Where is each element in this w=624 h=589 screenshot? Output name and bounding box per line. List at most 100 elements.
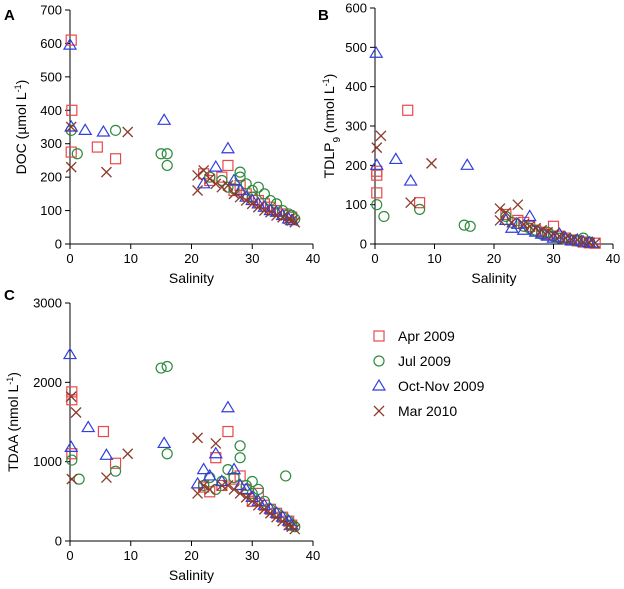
series-jul-2009 bbox=[66, 360, 301, 533]
panel-letter: A bbox=[4, 7, 15, 24]
x-tick-label: 40 bbox=[606, 251, 620, 266]
data-point bbox=[369, 46, 384, 58]
x-tick-label: 10 bbox=[124, 251, 138, 266]
data-point bbox=[258, 495, 270, 507]
data-point bbox=[233, 183, 248, 196]
panel-a: A0 10 20 30 400100200300400500600700Salinity… bbox=[4, 3, 320, 287]
data-point bbox=[192, 185, 204, 196]
data-point bbox=[71, 148, 83, 160]
legend-item: Oct-Nov 2009 bbox=[371, 378, 485, 394]
x-axis-label: Salinity bbox=[169, 270, 214, 286]
data-point bbox=[210, 178, 222, 190]
data-point bbox=[192, 170, 204, 181]
panel-letter: C bbox=[4, 287, 15, 304]
y-tick-label: 400 bbox=[345, 79, 367, 94]
x-tick-label: 30 bbox=[245, 548, 259, 563]
data-point bbox=[204, 171, 216, 183]
data-point bbox=[78, 123, 93, 135]
y-tick-label: 300 bbox=[40, 136, 62, 151]
data-point bbox=[240, 178, 252, 190]
y-tick-label: 2000 bbox=[33, 375, 62, 390]
data-point bbox=[222, 181, 234, 193]
data-point bbox=[196, 176, 211, 189]
data-point bbox=[403, 173, 418, 186]
data-point bbox=[286, 215, 298, 227]
data-point bbox=[512, 214, 524, 226]
data-point bbox=[234, 191, 246, 203]
data-point bbox=[220, 141, 236, 154]
data-point bbox=[64, 119, 79, 132]
series-apr-2009 bbox=[65, 34, 298, 223]
x-tick-label: 0 bbox=[66, 548, 73, 563]
data-point bbox=[234, 452, 246, 464]
legend-label: Mar 2010 bbox=[398, 403, 457, 419]
data-point bbox=[208, 446, 223, 459]
data-point bbox=[234, 179, 246, 192]
data-point bbox=[371, 187, 383, 199]
legend-label: Apr 2009 bbox=[398, 328, 455, 344]
data-point bbox=[226, 173, 242, 186]
data-point bbox=[246, 495, 258, 507]
x-tick-label: 0 bbox=[371, 251, 378, 266]
data-point bbox=[222, 480, 234, 491]
y-tick-label: 700 bbox=[40, 3, 62, 18]
data-point bbox=[66, 454, 78, 466]
data-point bbox=[246, 475, 258, 488]
data-point bbox=[270, 198, 283, 210]
series-apr-2009 bbox=[371, 104, 601, 249]
data-point bbox=[161, 360, 173, 373]
series-oct-nov-2009 bbox=[62, 347, 299, 530]
data-point bbox=[65, 161, 77, 173]
data-point bbox=[464, 220, 476, 232]
x-tick-label: 20 bbox=[184, 548, 198, 563]
data-point bbox=[155, 362, 167, 374]
data-point bbox=[157, 113, 172, 125]
x-tick-label: 10 bbox=[124, 548, 138, 563]
data-point bbox=[414, 197, 426, 209]
x-tick-label: 30 bbox=[546, 251, 560, 266]
data-point bbox=[70, 407, 82, 418]
data-point bbox=[192, 432, 204, 444]
legend-marker bbox=[373, 405, 385, 417]
data-point bbox=[252, 201, 264, 213]
data-point bbox=[222, 159, 234, 172]
data-point bbox=[210, 483, 222, 496]
data-point bbox=[277, 211, 289, 223]
legend: Apr 2009 Jul 2009 Oct-Nov 2009 Mar 2010 bbox=[371, 328, 485, 419]
series-oct-nov-2009 bbox=[62, 37, 299, 226]
data-point bbox=[494, 203, 506, 215]
legend-item: Apr 2009 bbox=[373, 328, 455, 344]
data-point bbox=[226, 462, 242, 475]
data-point bbox=[553, 230, 565, 242]
data-point bbox=[65, 146, 77, 158]
legend-item: Jul 2009 bbox=[373, 353, 451, 369]
data-point bbox=[66, 394, 78, 406]
data-point bbox=[258, 503, 270, 515]
data-point bbox=[388, 152, 403, 165]
data-point bbox=[81, 420, 96, 433]
data-point bbox=[506, 216, 518, 228]
legend-marker bbox=[371, 378, 387, 391]
data-point bbox=[283, 519, 295, 531]
data-point bbox=[414, 203, 426, 215]
data-point bbox=[222, 425, 234, 438]
data-point bbox=[234, 470, 246, 482]
data-point bbox=[161, 448, 173, 460]
y-tick-label: 200 bbox=[40, 170, 62, 185]
data-point bbox=[157, 436, 172, 449]
data-point bbox=[252, 194, 264, 207]
data-point bbox=[371, 169, 383, 181]
data-point bbox=[510, 217, 525, 229]
data-point bbox=[369, 158, 384, 170]
data-point bbox=[62, 37, 78, 50]
data-point bbox=[65, 391, 77, 403]
data-point bbox=[271, 210, 283, 222]
legend-label: Jul 2009 bbox=[398, 353, 451, 369]
data-point bbox=[122, 126, 134, 138]
data-point bbox=[589, 237, 601, 249]
series-mar-2010 bbox=[371, 130, 601, 249]
data-point bbox=[198, 164, 210, 176]
data-point bbox=[216, 174, 228, 187]
data-point bbox=[204, 173, 216, 185]
data-point bbox=[91, 141, 103, 153]
